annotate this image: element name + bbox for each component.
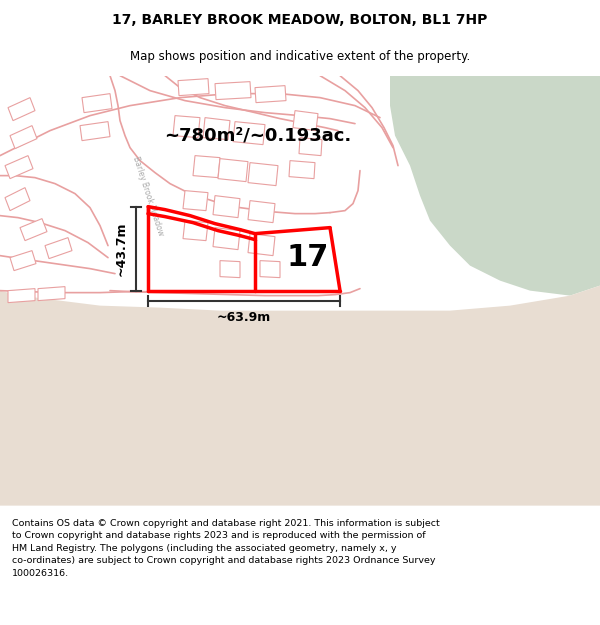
- Polygon shape: [289, 161, 315, 179]
- Polygon shape: [215, 82, 251, 99]
- Polygon shape: [248, 234, 275, 256]
- Polygon shape: [183, 191, 208, 211]
- Polygon shape: [173, 116, 200, 138]
- Polygon shape: [260, 261, 280, 278]
- Polygon shape: [82, 94, 112, 112]
- Polygon shape: [38, 287, 65, 301]
- Polygon shape: [203, 118, 230, 139]
- Polygon shape: [8, 98, 35, 121]
- Polygon shape: [20, 219, 47, 241]
- Polygon shape: [0, 286, 600, 506]
- Text: Map shows position and indicative extent of the property.: Map shows position and indicative extent…: [130, 49, 470, 62]
- Polygon shape: [248, 201, 275, 222]
- Polygon shape: [390, 76, 600, 296]
- Polygon shape: [178, 79, 209, 96]
- Polygon shape: [193, 156, 220, 178]
- Polygon shape: [220, 261, 240, 278]
- Polygon shape: [10, 251, 36, 271]
- Text: ~63.9m: ~63.9m: [217, 311, 271, 324]
- Polygon shape: [213, 228, 240, 249]
- Text: ~43.7m: ~43.7m: [115, 221, 128, 276]
- Polygon shape: [5, 156, 33, 179]
- Polygon shape: [255, 86, 286, 102]
- Polygon shape: [248, 162, 278, 186]
- Polygon shape: [80, 122, 110, 141]
- Polygon shape: [299, 138, 322, 156]
- Polygon shape: [8, 289, 35, 302]
- Polygon shape: [233, 122, 265, 144]
- Polygon shape: [293, 111, 318, 131]
- Text: 17: 17: [287, 243, 329, 272]
- Polygon shape: [183, 221, 208, 241]
- Polygon shape: [5, 188, 30, 211]
- Text: ~780m²/~0.193ac.: ~780m²/~0.193ac.: [164, 127, 352, 144]
- Polygon shape: [218, 159, 248, 182]
- Polygon shape: [213, 196, 240, 218]
- Polygon shape: [10, 126, 37, 149]
- Text: 17, BARLEY BROOK MEADOW, BOLTON, BL1 7HP: 17, BARLEY BROOK MEADOW, BOLTON, BL1 7HP: [112, 13, 488, 27]
- Text: Barley Brook Meadow: Barley Brook Meadow: [131, 155, 165, 236]
- Text: Contains OS data © Crown copyright and database right 2021. This information is : Contains OS data © Crown copyright and d…: [12, 519, 440, 578]
- Polygon shape: [45, 238, 72, 259]
